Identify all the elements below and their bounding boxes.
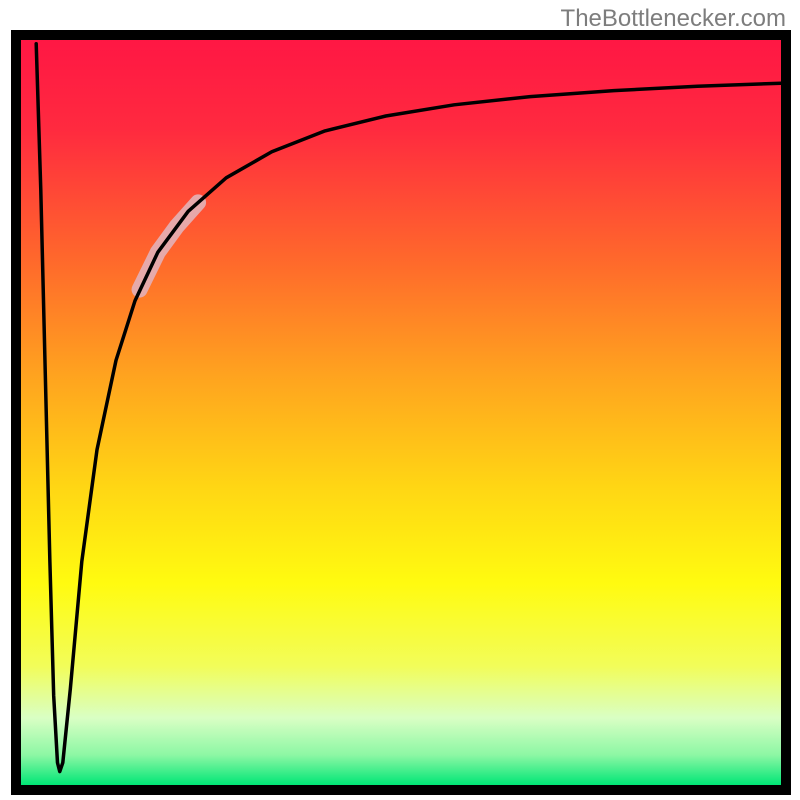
bottleneck-chart	[0, 0, 800, 800]
chart-root: { "watermark": { "text": "TheBottlenecke…	[0, 0, 800, 800]
watermark-text: TheBottlenecker.com	[561, 5, 786, 33]
plot-background	[21, 40, 781, 785]
